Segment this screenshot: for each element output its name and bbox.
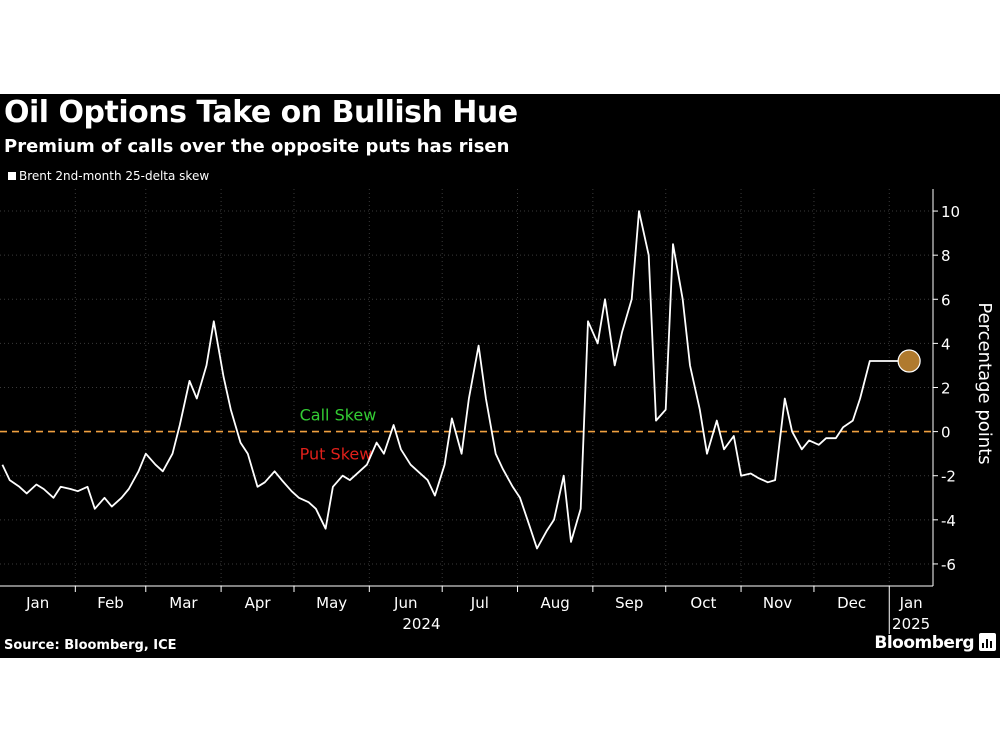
y-tick-label: 4: [941, 335, 951, 353]
chart-subtitle: Premium of calls over the opposite puts …: [4, 136, 510, 157]
x-tick-label: Jul: [470, 594, 489, 612]
chart-title: Oil Options Take on Bullish Hue: [4, 95, 518, 130]
y-axis-ticks: -6 -4 -2 0 2 4 6 8 10: [933, 203, 960, 574]
x-tick-label: Feb: [97, 594, 124, 612]
y-tick-label: -2: [941, 468, 956, 486]
gridlines: [0, 210, 933, 565]
y-tick-label: 2: [941, 380, 951, 398]
x-tick-label: Jan: [899, 594, 923, 612]
y-tick-label: 10: [941, 203, 960, 221]
series-line-brent-skew: [1, 210, 912, 550]
legend-label: Brent 2nd-month 25-delta skew: [19, 169, 210, 183]
y-tick-label: -6: [941, 556, 956, 574]
x-tick-label: Mar: [169, 594, 198, 612]
x-tick-label: May: [316, 594, 347, 612]
bloomberg-logo: Bloomberg: [874, 633, 974, 653]
x-tick-label: Apr: [245, 594, 272, 612]
call-skew-label: Call Skew: [300, 406, 377, 425]
line-chart: Call Skew Put Skew -6 -4 -2 0 2 4 6 8 10 Jan Feb M…: [0, 189, 995, 634]
x-tick-label: Nov: [763, 594, 792, 612]
x-tick-label: Jan: [25, 594, 49, 612]
chart-panel: Oil Options Take on Bullish Hue Premium …: [0, 94, 1000, 658]
x-tick-label: Oct: [690, 594, 716, 612]
legend-swatch: [8, 172, 16, 180]
latest-value-marker: [897, 349, 921, 373]
x-tick-label: Aug: [541, 594, 570, 612]
source-note: Source: Bloomberg, ICE: [4, 638, 177, 653]
y-tick-label: 0: [941, 424, 951, 442]
y-tick-label: 8: [941, 247, 951, 265]
x-gridlines: [74, 189, 890, 586]
y-tick-label: 6: [941, 291, 951, 309]
x-axis-ticks: Jan Feb Mar Apr May Jun Jul Aug Sep Oct Nov Dec Jan: [25, 586, 923, 612]
y-axis-label: Percentage points: [974, 302, 995, 464]
bloomberg-bars-icon: [979, 633, 996, 651]
x-tick-label: Dec: [837, 594, 866, 612]
year-label-2025: 2025: [892, 615, 930, 633]
put-skew-label: Put Skew: [300, 445, 373, 464]
x-tick-label: Sep: [615, 594, 643, 612]
year-label-2024: 2024: [402, 615, 440, 633]
y-tick-label: -4: [941, 512, 956, 530]
legend: Brent 2nd-month 25-delta skew: [8, 169, 209, 183]
x-tick-label: Jun: [393, 594, 417, 612]
